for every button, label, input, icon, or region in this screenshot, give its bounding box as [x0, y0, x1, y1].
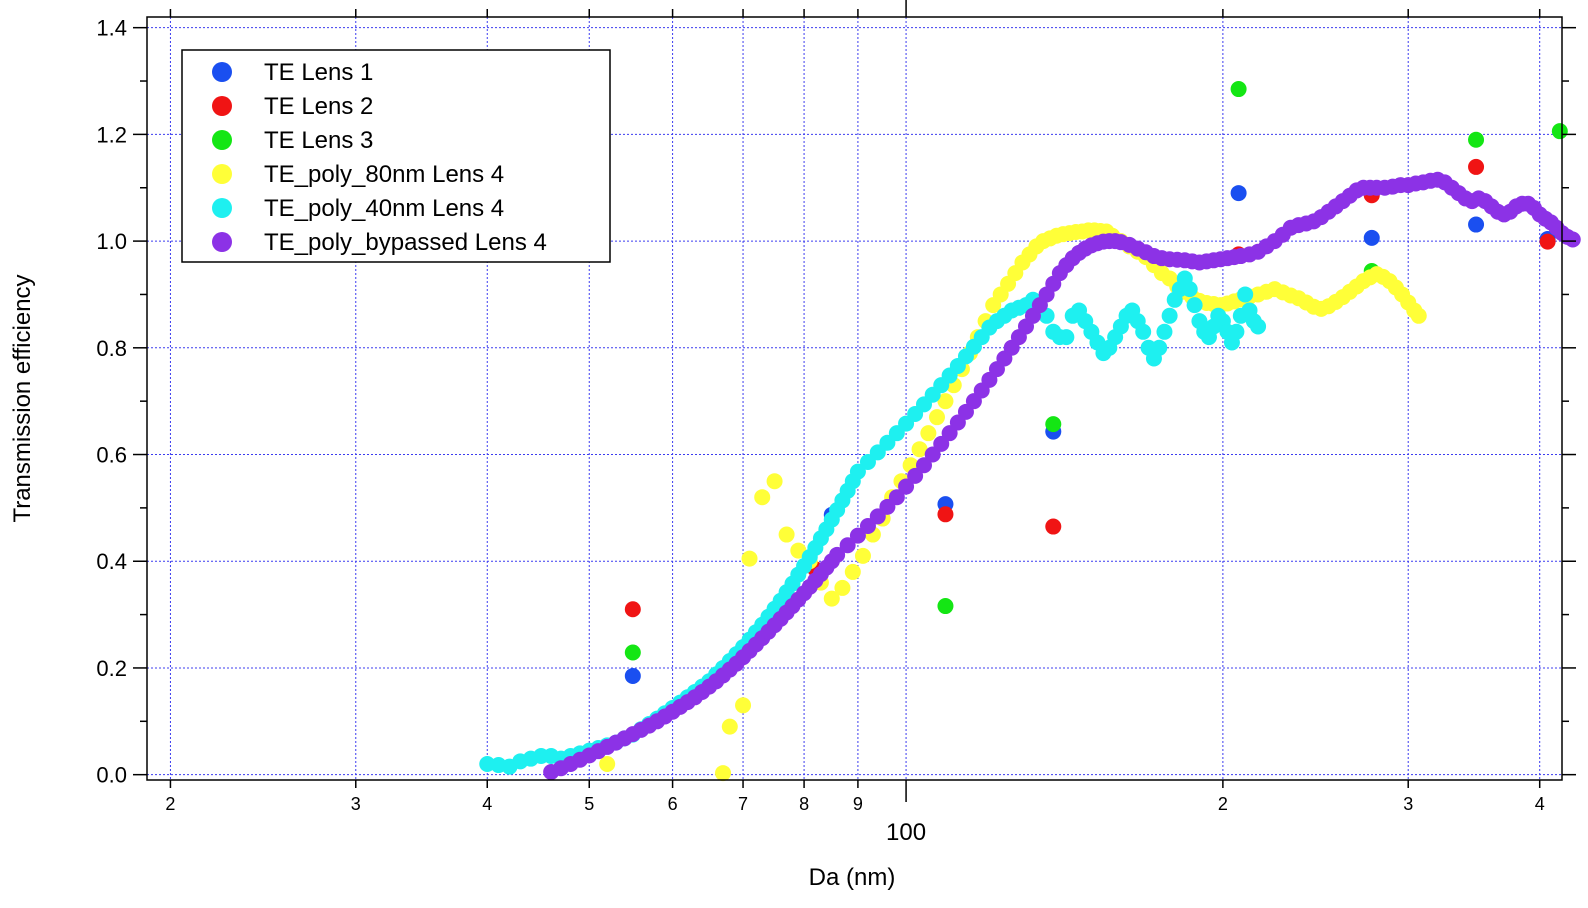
data-point [898, 478, 915, 495]
x-minor-tick-label: 3 [351, 794, 361, 814]
y-tick-label: 0.8 [96, 336, 127, 361]
data-point [834, 579, 851, 596]
data-point [849, 463, 866, 480]
legend-label: TE Lens 2 [264, 93, 373, 120]
legend-marker [212, 96, 232, 116]
y-tick-label: 1.2 [96, 122, 127, 147]
data-point [721, 718, 738, 735]
axes-layer: 234567892345678923410010000.00.20.40.60.… [96, 0, 1576, 846]
data-point [1250, 318, 1267, 335]
data-point [1181, 281, 1198, 298]
data-point [924, 446, 941, 463]
legend-marker [212, 62, 232, 82]
x-minor-tick-label: 4 [482, 794, 492, 814]
data-point [920, 425, 937, 442]
y-tick-label: 0.0 [96, 763, 127, 788]
legend-marker [212, 198, 232, 218]
data-point [1363, 229, 1380, 246]
data-point [829, 546, 846, 563]
y-tick-label: 1.0 [96, 229, 127, 254]
y-tick-label: 0.4 [96, 549, 127, 574]
grid-layer [147, 17, 1562, 780]
y-tick-label: 0.2 [96, 656, 127, 681]
data-point [599, 755, 616, 772]
data-point [859, 518, 876, 535]
data-point [1468, 131, 1485, 148]
data-point [1230, 185, 1247, 202]
data-point [839, 537, 856, 554]
data-point [1156, 323, 1173, 340]
legend-marker [212, 164, 232, 184]
data-point [1161, 307, 1178, 324]
legend: TE Lens 1 TE Lens 2 TE Lens 3 TE_poly_80nm … [181, 49, 611, 263]
legend-label: TE Lens 3 [264, 127, 373, 154]
data-point [1468, 158, 1485, 175]
x-minor-tick-label: 2 [165, 794, 175, 814]
data-point [888, 489, 905, 506]
x-minor-tick-label: 7 [738, 794, 748, 814]
data-point [1135, 323, 1152, 340]
data-point [859, 453, 876, 470]
data-point [754, 489, 771, 506]
legend-label: TE_poly_bypassed Lens 4 [264, 229, 547, 256]
data-point [1186, 297, 1203, 314]
data-point [735, 697, 752, 714]
y-tick-label: 1.4 [96, 16, 127, 41]
legend-box [181, 49, 611, 263]
legend-label: TE Lens 1 [264, 59, 373, 86]
data-point [844, 563, 861, 580]
data-point [624, 667, 641, 684]
points-layer [479, 81, 1581, 782]
legend-marker [212, 232, 232, 252]
x-minor-tick-label: 6 [668, 794, 678, 814]
data-point [766, 473, 783, 490]
legend-marker [212, 130, 232, 150]
data-point [937, 393, 954, 410]
x-minor-tick-label: 2 [1218, 794, 1228, 814]
data-point [1539, 233, 1556, 250]
data-point [1468, 216, 1485, 233]
data-point [1228, 323, 1245, 340]
x-minor-tick-label: 8 [799, 794, 809, 814]
series-6 [543, 171, 1581, 780]
y-tick-label: 0.6 [96, 443, 127, 468]
x-minor-tick-label: 9 [853, 794, 863, 814]
series-3 [624, 81, 1568, 661]
data-point [624, 644, 641, 661]
data-point [1230, 81, 1247, 98]
data-point [1551, 123, 1568, 140]
data-point [1237, 286, 1254, 303]
data-point [937, 598, 954, 615]
plot-frame [146, 16, 1563, 781]
data-point [624, 601, 641, 618]
data-point [911, 441, 928, 458]
data-point [928, 409, 945, 426]
data-point [937, 506, 954, 523]
data-point [1564, 231, 1581, 248]
data-point [823, 590, 840, 607]
data-point [1151, 339, 1168, 356]
x-major-tick-label: 100 [886, 819, 926, 846]
legend-label: TE_poly_40nm Lens 4 [264, 195, 504, 222]
x-minor-tick-label: 5 [584, 794, 594, 814]
data-point [1045, 416, 1062, 433]
data-point [1058, 329, 1075, 346]
y-axis-label: Transmission efficiency [9, 274, 36, 522]
data-point [778, 526, 795, 543]
data-point [915, 457, 932, 474]
data-point [854, 547, 871, 564]
data-point [1045, 518, 1062, 535]
data-point [907, 467, 924, 484]
data-point [1410, 307, 1427, 324]
x-minor-tick-label: 3 [1403, 794, 1413, 814]
data-point [741, 550, 758, 567]
x-minor-tick-label: 4 [1535, 794, 1545, 814]
legend-label: TE_poly_80nm Lens 4 [264, 161, 504, 188]
data-point [715, 765, 732, 782]
data-point [849, 527, 866, 544]
x-axis-label: Da (nm) [809, 864, 896, 891]
